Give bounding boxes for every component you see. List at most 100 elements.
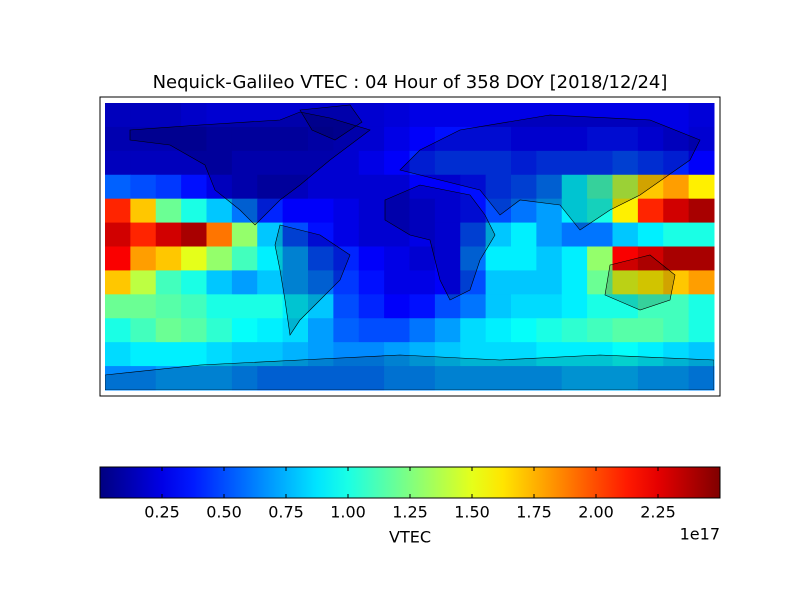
heatmap-cell xyxy=(587,366,613,391)
heatmap-cell xyxy=(333,318,360,343)
heatmap-cell xyxy=(561,342,588,367)
heatmap-cell xyxy=(206,126,233,152)
heatmap-cell xyxy=(637,126,664,152)
heatmap-cell xyxy=(561,294,588,319)
heatmap-cell xyxy=(384,103,410,128)
heatmap-cell xyxy=(206,150,233,176)
heatmap-cell xyxy=(155,150,182,176)
heatmap-cell xyxy=(460,126,487,152)
heatmap-cell xyxy=(130,222,157,247)
heatmap-cell xyxy=(612,318,639,343)
heatmap-cell xyxy=(511,174,537,200)
heatmap-cell xyxy=(612,294,639,319)
heatmap-cell xyxy=(434,294,461,319)
heatmap-cell xyxy=(460,174,487,200)
heatmap-cell xyxy=(688,198,715,224)
heatmap-cell xyxy=(257,222,284,247)
heatmap-cell xyxy=(155,270,182,295)
heatmap-cell xyxy=(536,318,563,343)
heatmap-cell xyxy=(155,246,182,271)
heatmap-cell xyxy=(308,222,334,247)
heatmap-cell xyxy=(358,342,385,367)
heatmap-cell xyxy=(206,294,233,319)
heatmap-cell xyxy=(434,342,461,367)
heatmap-cell xyxy=(434,222,461,247)
heatmap-cell xyxy=(130,270,157,295)
heatmap-cell xyxy=(130,342,157,367)
heatmap-cell xyxy=(181,366,207,391)
heatmap-cell xyxy=(282,103,309,128)
heatmap-cell xyxy=(206,318,233,343)
heatmap-cell xyxy=(460,246,487,271)
heatmap-cell xyxy=(409,246,436,271)
heatmap-cell xyxy=(511,318,537,343)
heatmap-cell xyxy=(282,198,309,224)
heatmap-cell xyxy=(587,150,613,176)
heatmap-cell xyxy=(181,246,207,271)
heatmap-cell xyxy=(663,174,690,200)
heatmap-cell xyxy=(485,294,512,319)
heatmap-cell xyxy=(511,342,537,367)
heatmap-cell xyxy=(485,366,512,391)
coastlines xyxy=(105,104,714,390)
heatmap-cell xyxy=(688,150,715,176)
heatmap-cell xyxy=(485,150,512,176)
heatmap-cell xyxy=(155,198,182,224)
heatmap-cell xyxy=(231,270,258,295)
heatmap-cell xyxy=(434,246,461,271)
heatmap-cell xyxy=(561,318,588,343)
heatmap-cell xyxy=(612,198,639,224)
heatmap-cell xyxy=(663,318,690,343)
colorbar-offset: 1e17 xyxy=(680,525,720,544)
colorbar-tick-label: 0.25 xyxy=(144,503,180,522)
heatmap-cell xyxy=(536,246,563,271)
colorbar-tick-label: 2.00 xyxy=(578,503,614,522)
heatmap-cell xyxy=(130,174,157,200)
heatmap-cell xyxy=(384,318,410,343)
heatmap-cell xyxy=(257,126,284,152)
heatmap-cell xyxy=(206,270,233,295)
heatmap-cell xyxy=(105,270,131,295)
heatmap-cell xyxy=(257,198,284,224)
heatmap-cell xyxy=(384,342,410,367)
heatmap-cell xyxy=(181,150,207,176)
heatmap-cell xyxy=(181,198,207,224)
heatmap-cell xyxy=(485,246,512,271)
heatmap-cell xyxy=(358,246,385,271)
heatmap-cell xyxy=(409,150,436,176)
heatmap-cell xyxy=(181,270,207,295)
heatmap-cell xyxy=(257,103,284,128)
heatmap-cell xyxy=(155,294,182,319)
heatmap-cell xyxy=(409,318,436,343)
heatmap-cell xyxy=(155,126,182,152)
heatmap-cell xyxy=(333,246,360,271)
heatmap-cell xyxy=(637,103,664,128)
heatmap-cell xyxy=(536,222,563,247)
heatmap-cell xyxy=(206,366,233,391)
heatmap-cell xyxy=(637,342,664,367)
heatmap-cell xyxy=(587,318,613,343)
heatmap-cell xyxy=(358,150,385,176)
australia xyxy=(604,254,676,311)
heatmap-cell xyxy=(663,270,690,295)
heatmap-cell xyxy=(409,103,436,128)
heatmap-cell xyxy=(333,174,360,200)
heatmap-cell xyxy=(434,174,461,200)
heatmap-cell xyxy=(612,222,639,247)
heatmap-cell xyxy=(308,198,334,224)
heatmap-cell xyxy=(460,294,487,319)
heatmap-cell xyxy=(333,366,360,391)
heatmap xyxy=(105,103,715,391)
heatmap-cell xyxy=(181,126,207,152)
heatmap-cell xyxy=(105,198,131,224)
heatmap-cell xyxy=(181,103,207,128)
heatmap-cell xyxy=(511,126,537,152)
heatmap-cell xyxy=(688,174,715,200)
heatmap-cell xyxy=(612,342,639,367)
heatmap-cell xyxy=(485,318,512,343)
heatmap-cell xyxy=(308,174,334,200)
heatmap-cell xyxy=(536,366,563,391)
heatmap-cell xyxy=(358,294,385,319)
heatmap-cell xyxy=(105,126,131,152)
heatmap-cell xyxy=(409,198,436,224)
